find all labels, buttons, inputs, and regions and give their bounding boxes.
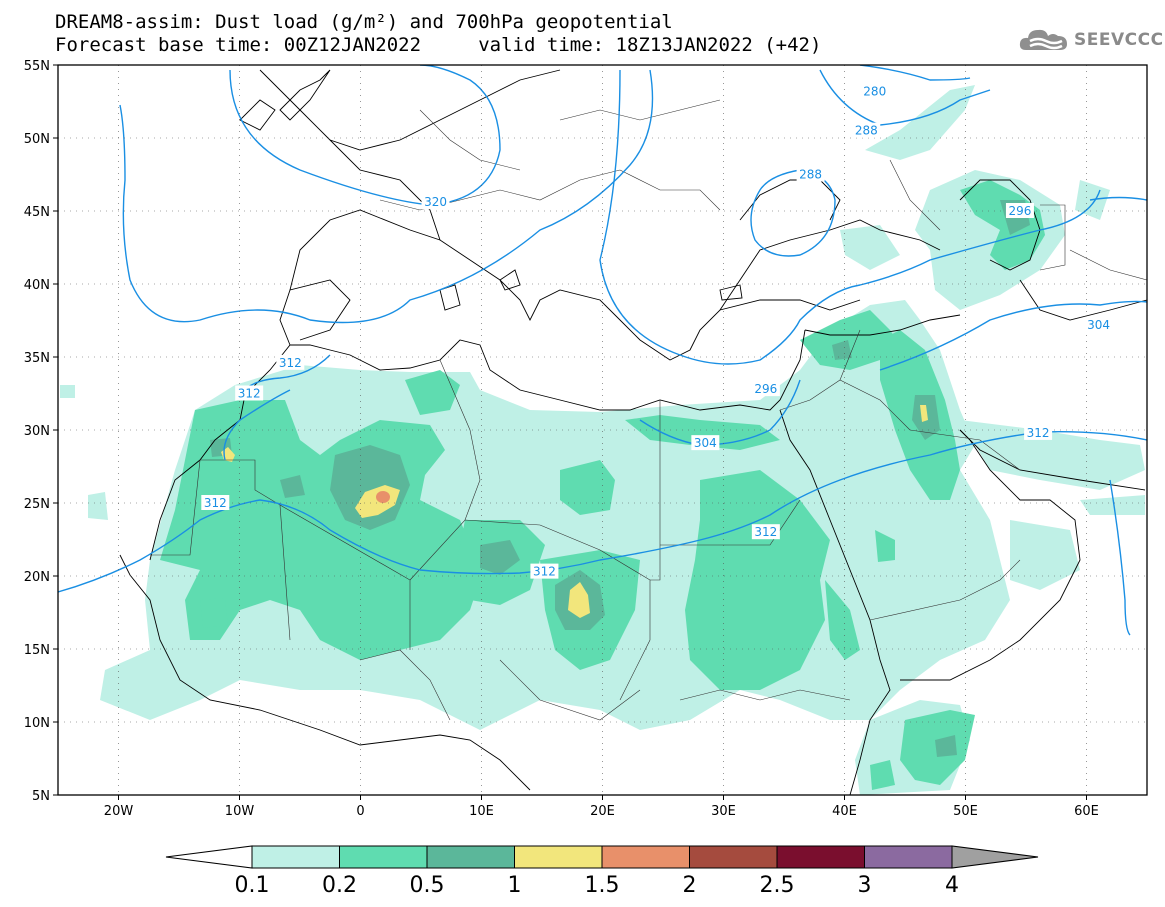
lat-tick-label: 35N (24, 351, 50, 366)
dust-layer-1.5 (376, 491, 390, 503)
colorbar-swatch (251, 845, 340, 869)
colorbar-label: 1 (508, 873, 522, 898)
contour-label-text: 312 (279, 356, 302, 370)
latitude-ticks: 55N 50N 45N 40N 35N 30N 25N 20N 15N 10N 5N (24, 59, 58, 804)
lat-tick-label: 40N (24, 278, 50, 293)
chart-title: DREAM8-assim: Dust load (g/m²) and 700hP… (55, 11, 673, 33)
colorbar-swatch (426, 845, 515, 869)
lon-tick-label: 40E (832, 804, 857, 819)
dust-layer-1 (221, 405, 928, 618)
contour-label: 312 (530, 563, 559, 579)
contour-label-text: 312 (533, 565, 556, 579)
lon-tick-label: 10E (469, 804, 494, 819)
colorbar-label: 2.5 (760, 873, 795, 898)
contour-label: 296 (751, 381, 780, 397)
contour-296-loop (599, 69, 1101, 365)
lat-tick-label: 50N (24, 132, 50, 147)
dust-layer-0.2 (160, 180, 1045, 790)
contour-304-mid (639, 379, 801, 446)
colorbar-label: 0.5 (410, 873, 445, 898)
lon-tick-label: 10W (225, 804, 255, 819)
contour-label-text: 312 (204, 496, 227, 510)
contour-label: 312 (1024, 424, 1053, 440)
cloud-logo-icon (1019, 29, 1067, 50)
contour-label: 280 (860, 83, 889, 99)
contour-label-text: 296 (1008, 204, 1031, 218)
colorbar-swatch (339, 845, 428, 869)
colorbar-label: 3 (858, 873, 872, 898)
lat-tick-label: 25N (24, 497, 50, 512)
contour-312-arabia (1109, 479, 1131, 636)
lat-tick-label: 30N (24, 424, 50, 439)
lat-tick-label: 15N (24, 643, 50, 658)
contour-288-black-sea (750, 169, 836, 257)
colorbar-swatch (689, 845, 778, 869)
contour-label-text: 312 (1027, 426, 1050, 440)
logo-text: SEEVCCC (1074, 30, 1164, 50)
contour-312-south (58, 430, 1147, 593)
lat-tick-label: 55N (24, 59, 50, 74)
map-area: 280 288 288 296 320 304 312 312 296 304 312 312 312 3… (58, 65, 1147, 795)
contour-288 (819, 69, 991, 126)
lon-tick-label: 0 (356, 804, 364, 819)
contour-label-text: 288 (855, 124, 878, 138)
contour-280 (859, 65, 971, 81)
contour-label: 296 (1005, 203, 1034, 218)
contour-label: 288 (796, 166, 825, 182)
country-borders (150, 99, 1147, 721)
colorbar-left-arrow (165, 845, 253, 869)
contour-label-text: 304 (1087, 318, 1110, 332)
lat-tick-label: 45N (24, 205, 50, 220)
contour-label: 312 (201, 495, 230, 510)
contour-label-text: 280 (863, 84, 886, 98)
lon-tick-label: 20E (590, 804, 615, 819)
contour-label: 312 (235, 385, 264, 401)
contour-label: 304 (1084, 316, 1113, 332)
contour-label: 312 (751, 524, 780, 540)
colorbar-label: 1.5 (585, 873, 620, 898)
colorbar-swatch (864, 845, 953, 869)
contour-label: 320 (421, 194, 450, 210)
geopotential-contours (58, 65, 1147, 636)
lat-tick-label: 10N (24, 716, 50, 731)
contour-320-north (229, 65, 501, 206)
colorbar-label: 0.1 (235, 873, 270, 898)
lon-tick-label: 30E (711, 804, 736, 819)
colorbar-swatch (776, 845, 865, 869)
colorbar-label: 4 (945, 873, 959, 898)
contour-label-text: 288 (799, 168, 822, 182)
contour-312-morocco (223, 389, 291, 461)
contour-label-text: 312 (754, 525, 777, 539)
chart-subtitle: Forecast base time: 00Z12JAN2022 valid t… (55, 34, 822, 56)
lon-tick-label: 20W (104, 804, 134, 819)
contour-label: 288 (852, 122, 881, 138)
lat-tick-label: 5N (32, 789, 50, 804)
contour-labels: 280 288 288 296 320 304 312 312 296 304 312 312 312 3… (201, 83, 1113, 579)
lon-tick-label: 50E (953, 804, 978, 819)
contour-label-text: 296 (754, 382, 777, 396)
contour-label-text: 312 (238, 387, 261, 401)
colorbar-label: 0.2 (322, 873, 357, 898)
colorbar-swatch (514, 845, 603, 869)
contour-296-east (1089, 196, 1147, 201)
longitude-ticks: 20W 10W 0 10E 20E 30E 40E 50E 60E (104, 795, 1099, 819)
colorbar-swatch (601, 845, 690, 869)
lat-tick-label: 20N (24, 570, 50, 585)
contour-312-north (119, 69, 654, 324)
lon-tick-label: 60E (1074, 804, 1099, 819)
contour-label: 312 (276, 354, 305, 370)
contour-304 (879, 300, 1147, 371)
colorbar-label: 2 (683, 873, 697, 898)
contour-label-text: 320 (424, 195, 447, 209)
seevccc-logo: SEEVCCC (1018, 25, 1164, 55)
contour-label: 304 (691, 435, 720, 451)
contour-label-text: 304 (694, 436, 717, 450)
colorbar: 0.1 0.2 0.5 1 1.5 2 2.5 3 4 (165, 845, 1039, 898)
colorbar-right-arrow (951, 845, 1039, 869)
